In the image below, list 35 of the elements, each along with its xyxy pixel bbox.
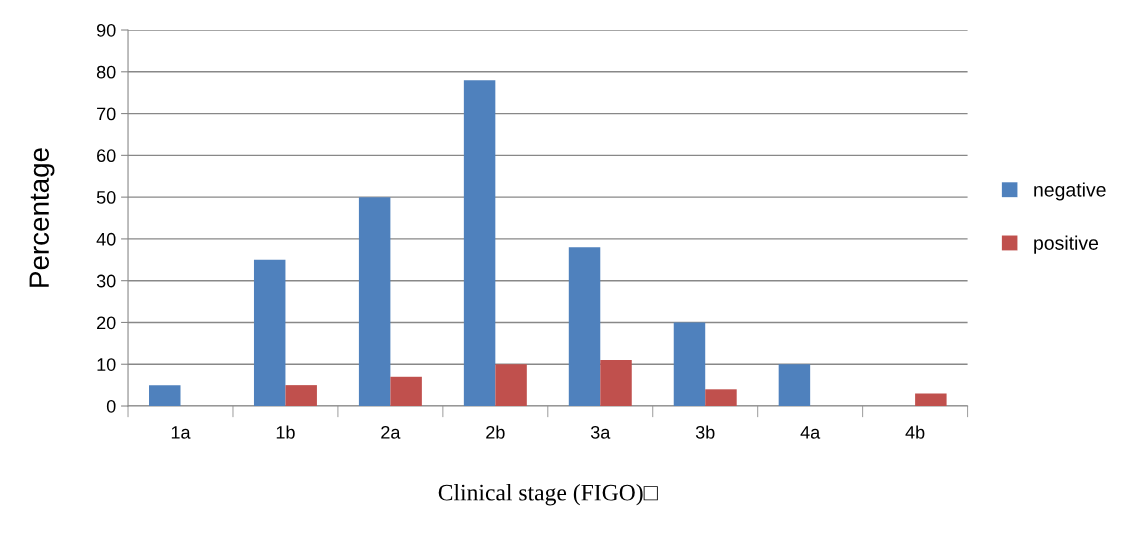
y-tick-label: 40 xyxy=(96,232,116,246)
x-tick-label: 3a xyxy=(590,425,611,439)
y-tick-label: 60 xyxy=(97,149,116,163)
bar xyxy=(568,247,601,407)
x-tick-label: 2b xyxy=(486,425,505,439)
x-tick-label: 2a xyxy=(381,425,401,439)
y-axis-title: Percentage xyxy=(29,148,55,287)
y-tick-label: 90 xyxy=(96,23,116,37)
bar xyxy=(253,259,286,407)
y-tick-label: 20 xyxy=(97,316,116,330)
legend-label: positive xyxy=(1034,235,1099,254)
bar xyxy=(463,80,496,407)
y-tick-label: 30 xyxy=(96,274,116,288)
x-tick-label: 4b xyxy=(905,425,925,439)
bar xyxy=(358,197,391,407)
bar xyxy=(673,322,706,407)
bar xyxy=(495,364,527,407)
y-tick-label: 0 xyxy=(106,399,116,413)
x-tick-label: 1a xyxy=(171,426,191,439)
legend-label: negative xyxy=(1034,182,1106,201)
bar xyxy=(778,364,811,407)
bar xyxy=(390,376,422,407)
x-axis-title: Clinical stage (FIGO)□ xyxy=(438,483,658,506)
y-tick-label: 70 xyxy=(97,107,116,121)
x-tick-label: 4a xyxy=(800,426,821,439)
bar xyxy=(705,389,737,407)
bar xyxy=(600,360,632,407)
bar xyxy=(285,385,317,407)
x-tick-label: 3b xyxy=(695,425,715,439)
y-tick-label: 50 xyxy=(96,191,116,204)
y-tick-label: 10 xyxy=(97,358,116,371)
x-tick-label: 1b xyxy=(276,425,295,439)
bar xyxy=(915,393,947,407)
bar xyxy=(149,385,181,407)
y-tick-label: 80 xyxy=(96,65,116,79)
